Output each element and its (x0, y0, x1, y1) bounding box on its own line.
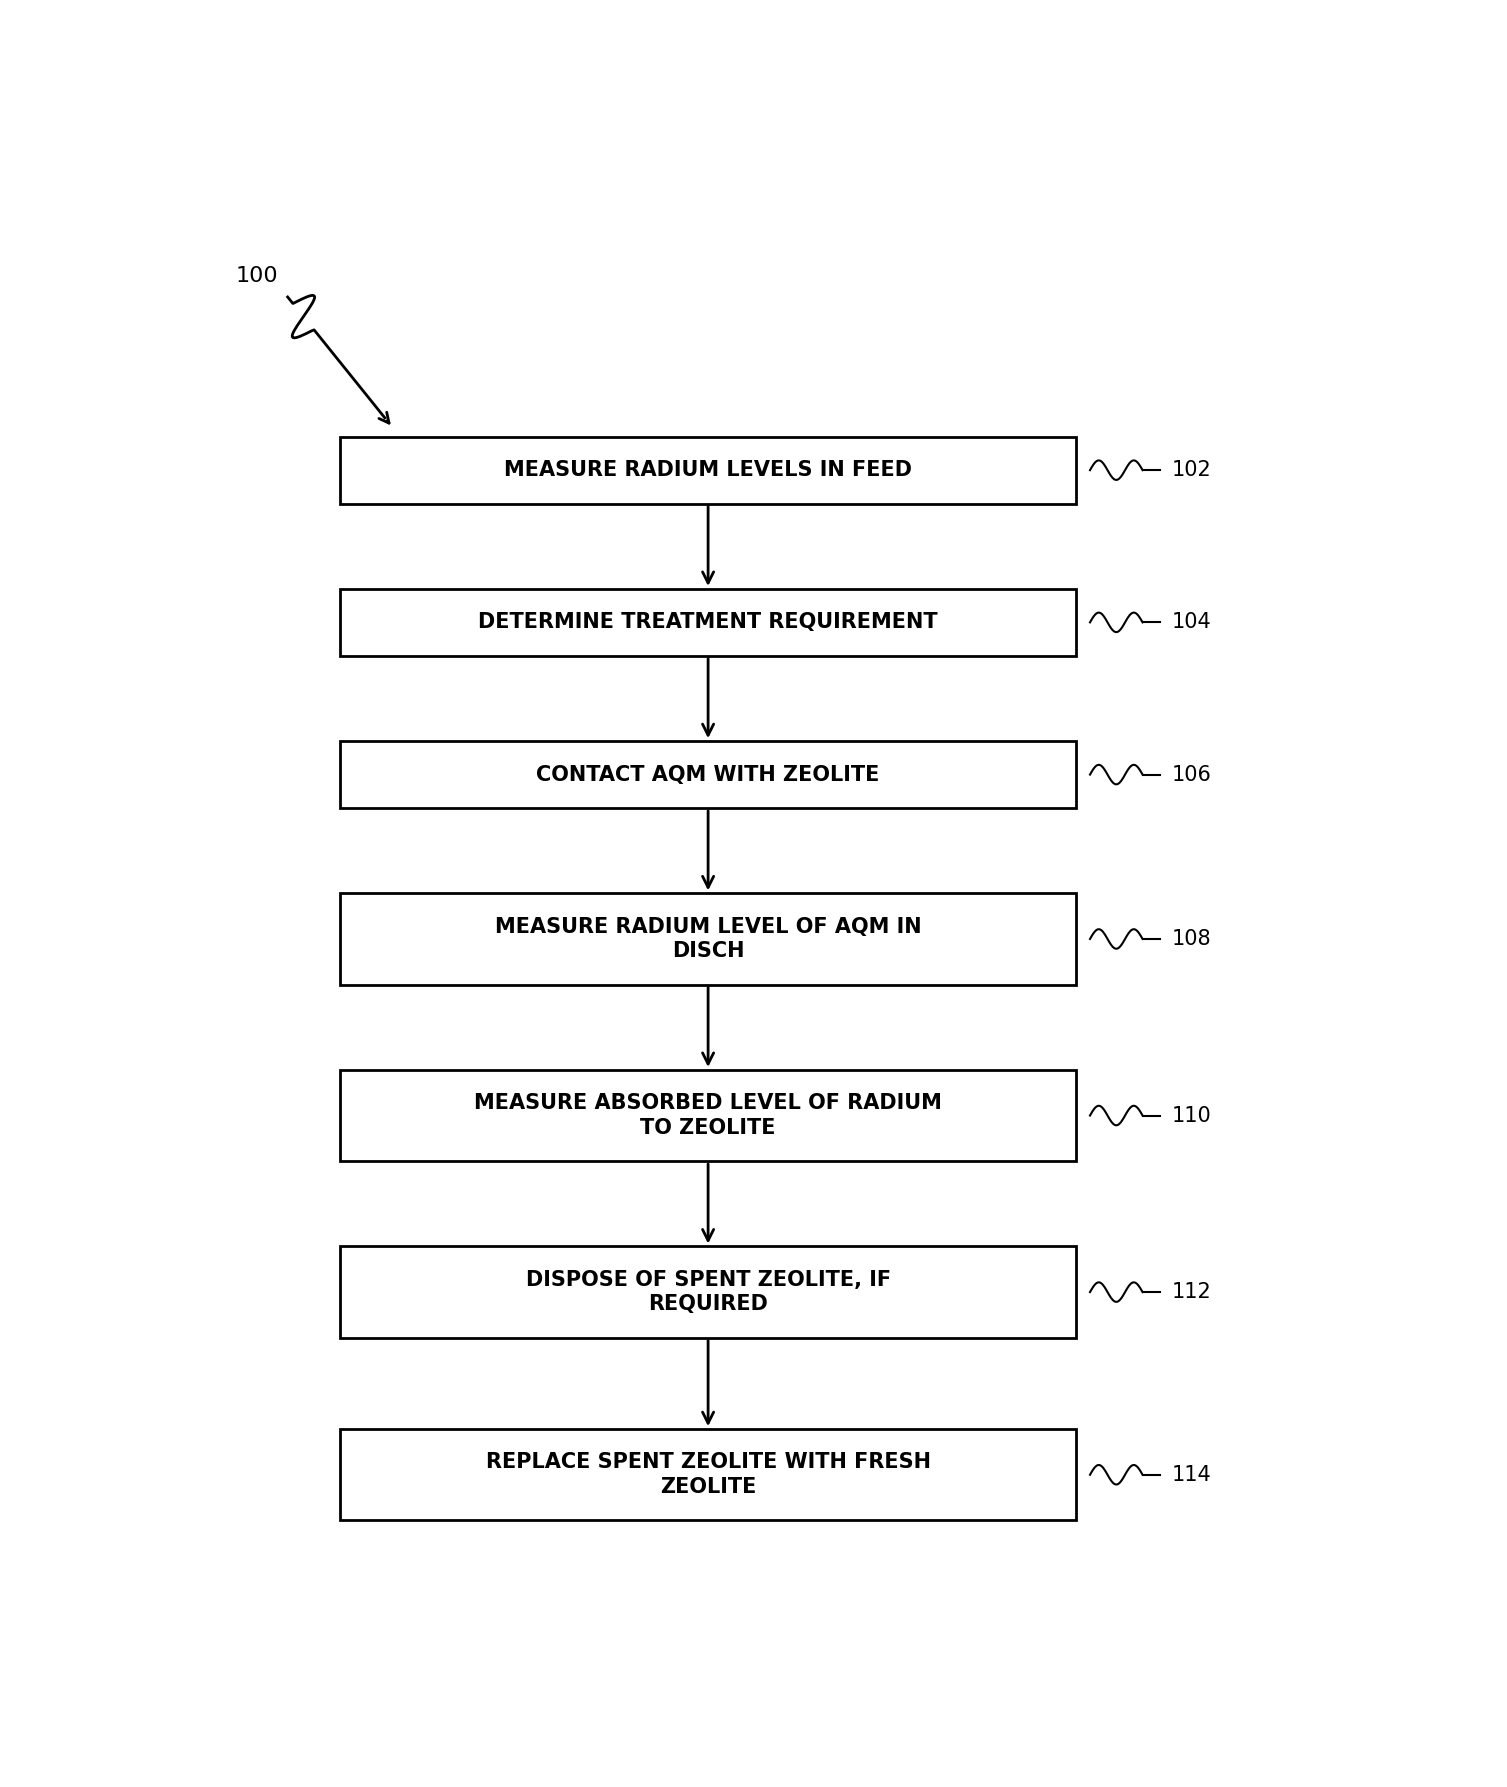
FancyBboxPatch shape (341, 1430, 1076, 1521)
Text: 104: 104 (1172, 613, 1212, 633)
Text: MEASURE RADIUM LEVEL OF AQM IN
DISCH: MEASURE RADIUM LEVEL OF AQM IN DISCH (494, 917, 921, 961)
FancyBboxPatch shape (341, 894, 1076, 985)
Text: 106: 106 (1172, 765, 1212, 784)
FancyBboxPatch shape (341, 590, 1076, 656)
Text: REPLACE SPENT ZEOLITE WITH FRESH
ZEOLITE: REPLACE SPENT ZEOLITE WITH FRESH ZEOLITE (485, 1453, 931, 1498)
Text: 108: 108 (1172, 929, 1212, 949)
Text: 100: 100 (235, 266, 277, 286)
Text: CONTACT AQM WITH ZEOLITE: CONTACT AQM WITH ZEOLITE (536, 765, 880, 784)
FancyBboxPatch shape (341, 436, 1076, 504)
Text: 102: 102 (1172, 461, 1212, 481)
FancyBboxPatch shape (341, 742, 1076, 808)
Text: MEASURE ABSORBED LEVEL OF RADIUM
TO ZEOLITE: MEASURE ABSORBED LEVEL OF RADIUM TO ZEOL… (475, 1094, 942, 1138)
Text: DETERMINE TREATMENT REQUIREMENT: DETERMINE TREATMENT REQUIREMENT (478, 613, 937, 633)
Text: 112: 112 (1172, 1281, 1212, 1303)
Text: DISPOSE OF SPENT ZEOLITE, IF
REQUIRED: DISPOSE OF SPENT ZEOLITE, IF REQUIRED (526, 1271, 891, 1315)
FancyBboxPatch shape (341, 1246, 1076, 1338)
FancyBboxPatch shape (341, 1070, 1076, 1162)
Text: 114: 114 (1172, 1465, 1212, 1485)
Text: 110: 110 (1172, 1106, 1212, 1126)
Text: MEASURE RADIUM LEVELS IN FEED: MEASURE RADIUM LEVELS IN FEED (505, 461, 912, 481)
